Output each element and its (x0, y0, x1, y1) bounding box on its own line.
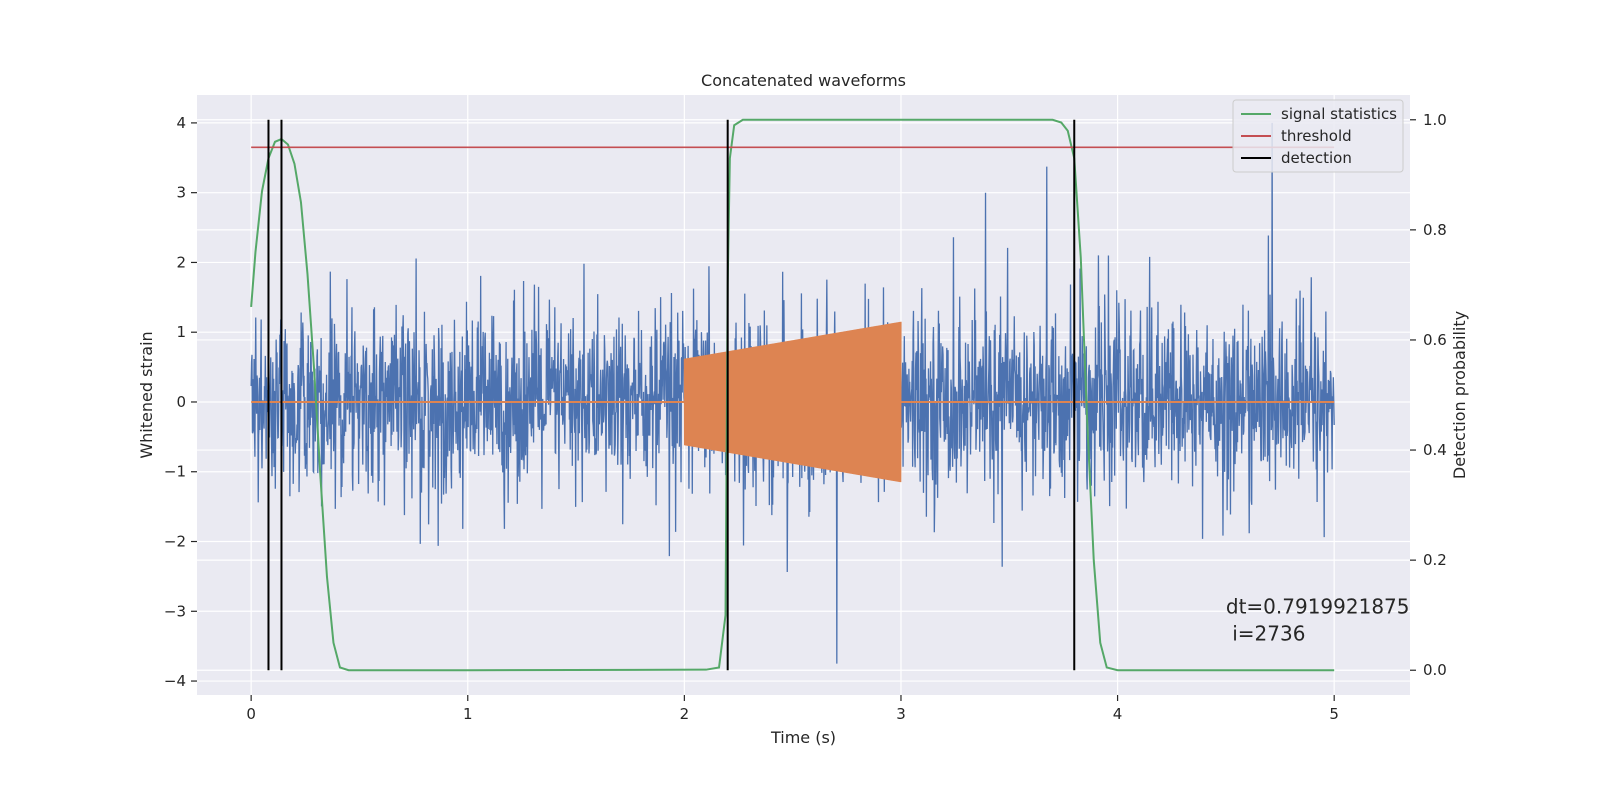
y-axis-right-label: Detection probability (1450, 311, 1469, 479)
y-axis-left-label: Whitened strain (137, 331, 156, 458)
legend: signal statistics threshold detection (1232, 99, 1404, 173)
y-left-tick-label: −2 (164, 533, 186, 551)
signal-statistics-line (250, 118, 1335, 672)
y-right-tick-label: 0.4 (1423, 441, 1447, 459)
y-left-tick-label: 2 (176, 253, 186, 271)
y-right-tick-label: 0.0 (1423, 661, 1447, 679)
y-right-tick-label: 0.8 (1423, 221, 1447, 239)
data-series (250, 118, 1335, 672)
x-tick-label: 5 (1329, 705, 1339, 723)
legend-label: signal statistics (1281, 105, 1397, 123)
series-group (250, 118, 1335, 672)
y-left-tick-label: 4 (176, 114, 186, 132)
legend-label: detection (1281, 149, 1352, 167)
annotation-dt: dt=0.7919921875 (1226, 594, 1410, 618)
x-tick-label: 4 (1113, 705, 1123, 723)
y-right-tick-label: 1.0 (1423, 111, 1447, 129)
y-left-tick-label: −3 (164, 602, 186, 620)
axes: 0 1 2 3 4 5 −4 −3 −2 −1 0 1 2 3 4 0.0 0.2 0.4 0.6 0.8 1.0 (164, 111, 1447, 723)
annotation-index: i=2736 (1226, 621, 1306, 645)
y-left-tick-label: −4 (164, 672, 186, 690)
x-tick-label: 3 (896, 705, 906, 723)
x-tick-label: 1 (463, 705, 473, 723)
x-axis-label: Time (s) (770, 728, 836, 747)
y-right-tick-label: 0.6 (1423, 331, 1447, 349)
x-tick-label: 0 (246, 705, 256, 723)
injection-chirp (683, 321, 902, 483)
y-left-tick-label: 3 (176, 184, 186, 202)
noise-series-line (250, 122, 1335, 664)
chart-title: Concatenated waveforms (701, 71, 906, 90)
y-left-tick-label: 0 (176, 393, 186, 411)
x-tick-label: 2 (680, 705, 690, 723)
legend-label: threshold (1281, 127, 1352, 145)
y-left-tick-label: 1 (176, 323, 186, 341)
y-left-tick-label: −1 (164, 463, 186, 481)
legend-box (1232, 99, 1404, 173)
y-right-tick-label: 0.2 (1423, 551, 1447, 569)
